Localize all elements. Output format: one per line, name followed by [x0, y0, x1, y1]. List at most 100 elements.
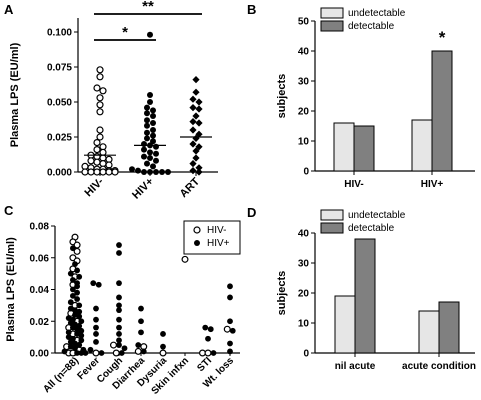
panel-a-point [192, 88, 200, 96]
panel-d-bar [418, 310, 440, 354]
legend-swatch [320, 209, 344, 221]
panel-c-point [95, 281, 102, 288]
panel-a-point [144, 129, 150, 136]
panel-a-point [96, 133, 104, 141]
panel-a-point [189, 167, 197, 175]
panel-d-bar [354, 238, 376, 354]
legend-marker [194, 240, 200, 246]
panel-c-point [140, 348, 147, 355]
panel-a-point [147, 155, 153, 161]
panel-c-point [74, 289, 80, 296]
legend-label: undetectable [348, 210, 406, 221]
panel-c-point [116, 324, 122, 331]
panel-b-bar [333, 122, 355, 172]
panel-a-point [150, 120, 156, 126]
panel-a-point [195, 98, 203, 106]
panel-a-significance-label: * [122, 24, 128, 41]
panel-a-point [192, 147, 200, 155]
panel-c-point [116, 307, 122, 314]
panel-c-point [72, 345, 78, 352]
panel-c-point [93, 324, 99, 331]
panel-a-point [111, 168, 119, 176]
legend-label: detectable [348, 223, 395, 234]
panel-c-y-axis-label: Plasma LPS (EU/ml) [5, 237, 17, 342]
panel-c-point [65, 329, 72, 336]
panel-c-point [93, 331, 99, 337]
panel-c-point [78, 332, 85, 339]
panel-a-point [189, 126, 197, 134]
panel-c-point [74, 283, 80, 290]
panel-b-y-axis-label: subjects [276, 74, 288, 119]
panel-c-point [76, 308, 83, 315]
panel-b-y-tick-label: 20 [298, 107, 310, 118]
panel-b-x-tick-label: HIV+ [421, 179, 444, 190]
legend-swatch [320, 7, 344, 19]
panel-c-point [78, 318, 85, 325]
panel-a-point [153, 157, 159, 164]
panel-a-y-tick-label: 0.075 [47, 63, 72, 74]
legend-label: detectable [348, 21, 395, 32]
panel-c-point [116, 316, 122, 323]
panel-a-point [165, 169, 171, 175]
panel-c-point [227, 318, 233, 325]
panel-c-y-tick-label: 0.06 [30, 253, 50, 264]
panel-c-point [118, 350, 125, 356]
panel-b-bar [353, 125, 375, 172]
panel-a-point [192, 76, 200, 84]
panel-a-y-tick-label: 0.000 [47, 168, 72, 179]
panel-c-point [181, 255, 189, 263]
legend-swatch [320, 20, 344, 32]
panel-c-point [74, 350, 80, 356]
panel-b-y-tick-label: 0 [303, 167, 309, 178]
panel-c-point [116, 342, 122, 348]
panel-a-point [93, 139, 101, 147]
panel-c-point [93, 338, 99, 345]
panel-c-point [116, 294, 122, 301]
panel-b-bar [411, 119, 433, 172]
panel-a-point [96, 101, 104, 109]
panel-label-a: A [4, 2, 14, 17]
panel-c-point [227, 283, 233, 290]
panel-a-point [144, 122, 150, 129]
panel-a-point [195, 119, 203, 127]
panel-a-point [144, 160, 150, 167]
panel-c-point [90, 280, 97, 287]
panel-a-point [150, 107, 156, 114]
panel-label-c: C [4, 203, 14, 218]
panel-a-x-tick-label: HIV- [82, 175, 106, 199]
panel-label-d: D [247, 205, 256, 220]
panel-c-point [70, 277, 76, 283]
panel-a-point [96, 73, 104, 81]
panel-c-point [76, 302, 83, 309]
panel-c-point [205, 335, 211, 342]
panel-d-y-tick-label: 40 [298, 229, 310, 240]
panel-c-point [227, 294, 233, 301]
panel-c-point [160, 331, 166, 337]
panel-a-point [192, 112, 200, 120]
panel-c-point [76, 342, 83, 348]
panel-label-b: B [247, 2, 256, 17]
panel-a-point [189, 95, 197, 103]
panel-a-point [144, 117, 150, 124]
panel-c-point [159, 349, 167, 357]
panel-d-y-tick-label: 10 [298, 319, 310, 330]
panel-d-x-tick-label: nil acute [335, 361, 376, 372]
panel-c-point [78, 350, 85, 356]
panel-c-point [116, 242, 122, 248]
panel-c-point [227, 348, 233, 355]
panel-c-point [92, 349, 100, 357]
panel-c-point [116, 280, 122, 287]
panel-c-point [70, 292, 76, 299]
legend-label: HIV+ [207, 238, 230, 249]
panel-a-point [96, 66, 104, 74]
panel-a-y-tick-label: 0.050 [47, 98, 72, 109]
panel-a-point [189, 140, 197, 148]
panel-a-point [96, 108, 104, 116]
panel-c-point [134, 347, 142, 355]
panel-c-point [61, 348, 68, 355]
panel-c-point [138, 318, 144, 325]
panel-d-bar [438, 301, 460, 354]
panel-a-point [189, 160, 197, 168]
panel-a-point [153, 143, 159, 150]
panel-b-y-tick-label: 50 [298, 17, 310, 28]
